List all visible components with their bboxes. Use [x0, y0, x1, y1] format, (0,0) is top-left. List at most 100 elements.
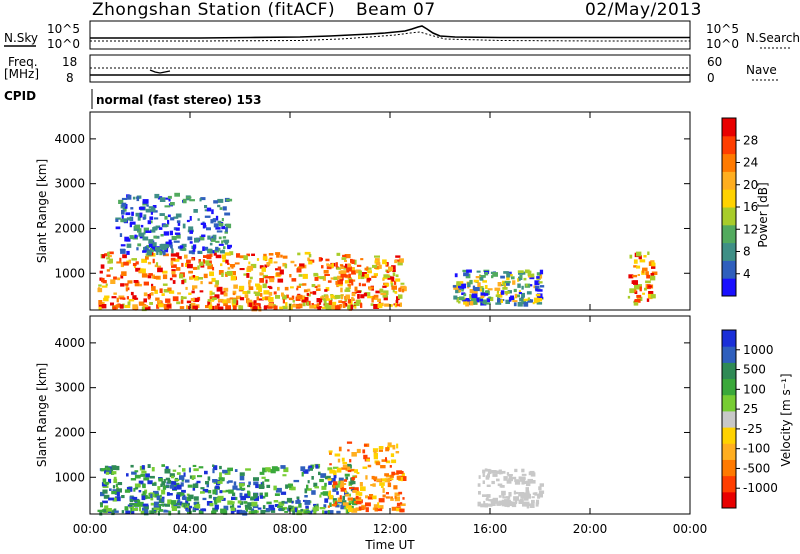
echo-cell: [161, 481, 166, 486]
echo-cell: [258, 287, 262, 293]
echo-cell: [147, 294, 151, 299]
echo-cell: [288, 505, 292, 510]
echo-cell: [396, 296, 400, 301]
echo-cell: [182, 296, 187, 299]
echo-cell: [140, 510, 147, 515]
echo-cell: [339, 495, 342, 500]
echo-cell: [208, 260, 212, 265]
echo-cell: [327, 467, 333, 471]
echo-cell: [274, 504, 280, 507]
echo-cell: [342, 304, 346, 308]
echo-cell: [167, 214, 171, 218]
echo-cell: [396, 507, 402, 512]
echo-cell: [483, 293, 489, 296]
echo-cell: [143, 227, 149, 233]
echo-cell: [171, 236, 177, 241]
echo-cell: [538, 281, 543, 284]
echo-cell: [139, 212, 143, 218]
echo-cell: [375, 290, 381, 294]
echo-cell: [147, 464, 151, 468]
echo-cell: [165, 298, 171, 303]
echo-cell: [171, 506, 177, 511]
echo-cell: [136, 196, 140, 202]
echo-cell: [374, 507, 378, 512]
echo-cell: [121, 197, 128, 200]
echo-cell: [154, 193, 160, 199]
echo-cell: [279, 508, 284, 512]
echo-cell: [500, 290, 505, 295]
echo-cell: [350, 258, 353, 263]
echo-cell: [281, 500, 285, 504]
echo-cell: [262, 481, 265, 486]
echo-cell: [157, 486, 161, 491]
echo-cell: [102, 500, 108, 504]
echo-cell: [268, 291, 273, 296]
echo-cell: [140, 268, 144, 272]
echo-cell: [225, 223, 232, 229]
echo-cell: [491, 480, 495, 485]
echo-cell: [108, 478, 112, 484]
echo-cell: [133, 297, 139, 300]
echo-cell: [218, 270, 224, 275]
echo-cell: [347, 503, 351, 507]
echo-cell: [505, 496, 511, 499]
echo-cell: [367, 496, 373, 500]
echo-cell: [214, 305, 220, 310]
echo-cell: [343, 274, 348, 278]
echo-cell: [314, 277, 319, 281]
echo-cell: [382, 278, 385, 281]
echo-cell: [101, 482, 107, 487]
echo-cell: [282, 299, 285, 304]
echo-cell: [302, 273, 308, 279]
echo-cell: [218, 477, 223, 481]
echo-cell: [261, 267, 266, 272]
colorbar-segment: [722, 242, 736, 261]
echo-cell: [192, 464, 197, 467]
echo-cell: [166, 223, 169, 227]
echo-cell: [147, 261, 152, 265]
echo-cell: [115, 304, 121, 308]
echo-cell: [129, 503, 135, 506]
echo-cell: [354, 475, 358, 478]
echo-cell: [469, 289, 476, 294]
colorbar-tick-label: -1000: [743, 481, 778, 495]
echo-cell: [523, 496, 529, 501]
echo-cell: [319, 494, 322, 498]
echo-cell: [210, 250, 215, 254]
echo-cell: [360, 303, 363, 308]
echo-cell: [347, 463, 352, 469]
echo-cell: [162, 485, 167, 490]
freq-label: Freq.: [8, 55, 38, 69]
echo-cell: [132, 507, 138, 511]
echo-cell: [356, 472, 360, 475]
echo-cell: [469, 301, 474, 306]
echo-cell: [192, 487, 196, 491]
echo-cell: [335, 305, 341, 311]
echo-cell: [352, 279, 356, 282]
echo-cell: [323, 504, 327, 508]
echo-cell: [141, 495, 146, 501]
echo-cell: [142, 216, 146, 220]
echo-cell: [368, 494, 374, 498]
echo-cell: [520, 494, 525, 499]
echo-cell: [122, 208, 127, 212]
echo-cell: [376, 478, 382, 482]
echo-cell: [356, 290, 362, 294]
echo-cell: [503, 271, 509, 274]
colorbar-tick-label: 24: [743, 156, 758, 170]
echo-cell: [337, 497, 343, 503]
echo-cell: [142, 236, 149, 241]
echo-cell: [296, 285, 301, 288]
echo-cell: [651, 271, 658, 275]
echo-cell: [159, 213, 165, 216]
echo-cell: [385, 263, 388, 266]
echo-cell: [523, 302, 529, 307]
echo-cell: [219, 472, 222, 477]
echo-cell: [182, 278, 187, 283]
echo-cell: [177, 256, 182, 260]
echo-cell: [102, 485, 109, 488]
echo-cell: [108, 251, 114, 255]
echo-cell: [207, 476, 211, 481]
echo-cell: [332, 301, 337, 306]
echo-cell: [208, 299, 215, 302]
